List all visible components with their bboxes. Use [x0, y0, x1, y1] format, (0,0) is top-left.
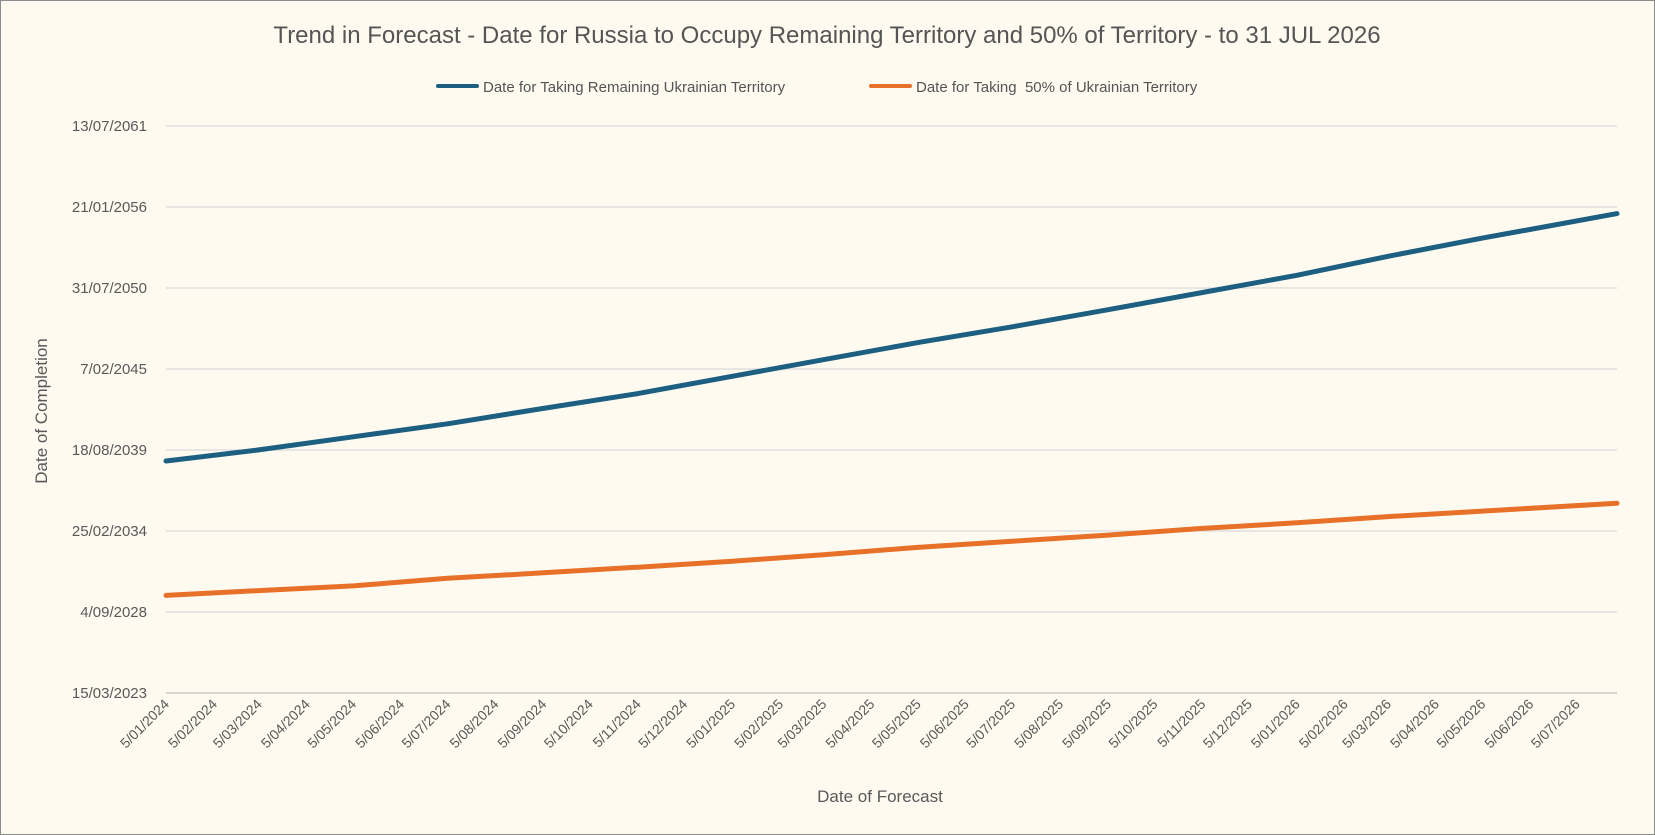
x-tick-label: 5/05/2026	[1433, 696, 1489, 752]
x-tick-label: 5/01/2025	[683, 696, 739, 752]
x-tick-label: 5/08/2025	[1011, 696, 1067, 752]
x-tick-label: 5/09/2025	[1059, 696, 1115, 752]
chart-title: Trend in Forecast - Date for Russia to O…	[273, 22, 1380, 49]
x-tick-label: 5/10/2024	[541, 696, 597, 752]
y-tick-label: 13/07/2061	[72, 118, 147, 135]
x-tick-label: 5/12/2024	[635, 696, 691, 752]
x-tick-label: 5/09/2024	[494, 696, 550, 752]
y-tick-label: 7/02/2045	[80, 361, 147, 378]
x-tick-label: 5/11/2025	[1154, 696, 1209, 751]
y-tick-label: 18/08/2039	[72, 442, 147, 459]
x-tick-label: 5/03/2024	[210, 696, 266, 752]
y-tick-label: 31/07/2050	[72, 280, 147, 297]
x-tick-label: 5/06/2025	[917, 696, 973, 752]
x-tick-label: 5/01/2026	[1248, 696, 1304, 752]
x-tick-label: 5/04/2026	[1387, 696, 1443, 752]
y-axis-ticks: 15/03/2023 4/09/2028 25/02/2034 18/08/2039 7…	[72, 118, 147, 702]
y-tick-label: 15/03/2023	[72, 685, 147, 702]
x-tick-label: 5/04/2025	[822, 696, 878, 752]
legend-label-remaining: Date for Taking Remaining Ukrainian Terr…	[483, 79, 786, 96]
y-tick-label: 4/09/2028	[80, 604, 147, 621]
y-axis-title: Date of Completion	[32, 338, 51, 484]
x-tick-label: 5/07/2025	[963, 696, 1019, 752]
x-axis-ticks: 5/01/20245/02/20245/03/20245/04/20245/05…	[117, 696, 1583, 752]
x-tick-label: 5/01/2024	[117, 696, 173, 752]
x-tick-label: 5/04/2024	[258, 696, 314, 752]
x-tick-label: 5/05/2024	[304, 696, 360, 752]
series-line-half	[163, 500, 1620, 598]
y-tick-label: 25/02/2034	[72, 523, 147, 540]
x-tick-label: 5/05/2025	[869, 696, 925, 752]
y-tick-label: 21/01/2056	[72, 199, 147, 216]
gridlines	[166, 125, 1617, 694]
legend-label-half: Date for Taking 50% of Ukrainian Territo…	[916, 79, 1198, 96]
series-line-remaining	[163, 211, 1620, 464]
x-tick-label: 5/11/2024	[589, 696, 644, 751]
x-tick-label: 5/06/2026	[1481, 696, 1537, 752]
x-axis-title: Date of Forecast	[817, 787, 943, 806]
x-tick-label: 5/10/2025	[1105, 696, 1161, 752]
x-tick-label: 5/08/2024	[446, 696, 502, 752]
x-tick-label: 5/12/2025	[1200, 696, 1256, 752]
x-tick-label: 5/07/2024	[398, 696, 454, 752]
x-tick-label: 5/07/2026	[1528, 696, 1584, 752]
x-tick-label: 5/06/2024	[352, 696, 408, 752]
series-layer	[163, 211, 1620, 598]
legend: Date for Taking Remaining Ukrainian Terr…	[436, 79, 1198, 96]
